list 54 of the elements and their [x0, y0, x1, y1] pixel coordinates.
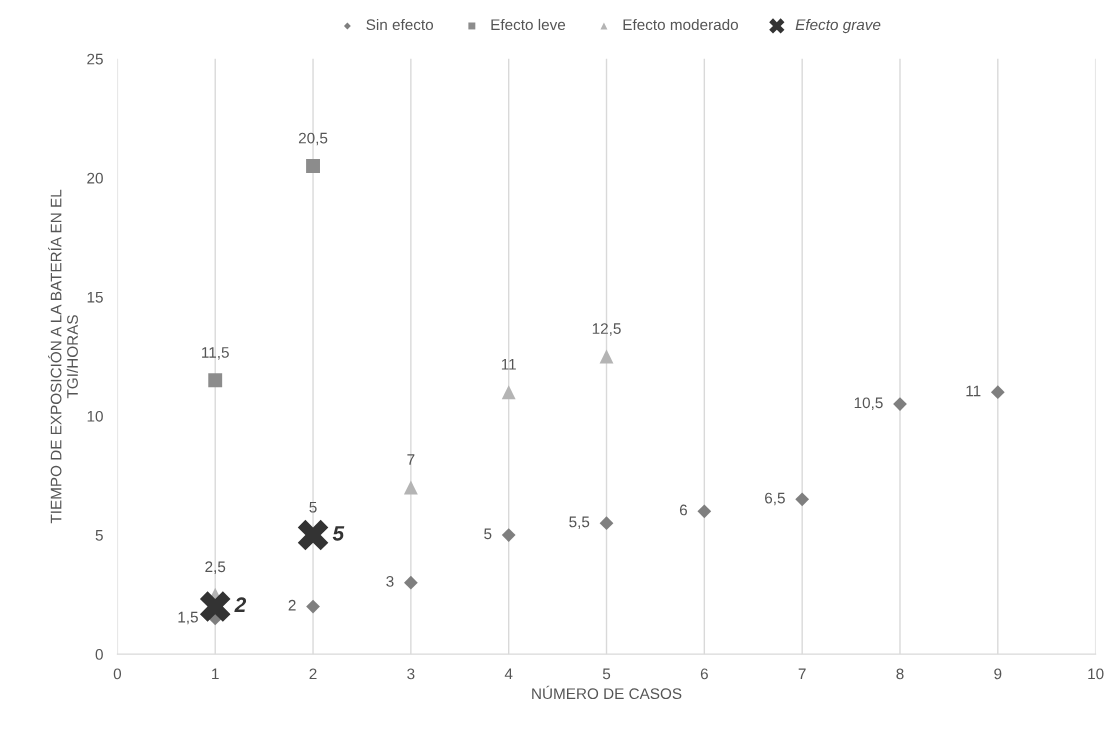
data-label: 5 [332, 526, 345, 541]
data-label: 10,5 [854, 397, 883, 411]
y-tick-label: 20 [87, 172, 103, 184]
x-tick-label: 0 [113, 668, 122, 680]
data-label: 6,5 [765, 492, 785, 506]
point [501, 528, 516, 542]
x-tick-label: 4 [504, 668, 513, 680]
data-label: 5 [484, 528, 492, 540]
point [697, 504, 712, 519]
y-tick-label: 25 [87, 53, 103, 65]
data-label: 3 [386, 575, 394, 587]
data-label: 11 [966, 385, 981, 397]
point [208, 373, 223, 388]
data-label: 6 [679, 504, 687, 516]
x-tick-label: 6 [700, 668, 708, 680]
data-label: 5,5 [569, 516, 590, 530]
x-tick-label: 10 [1088, 668, 1104, 680]
x-tick-label: 2 [309, 668, 317, 680]
y-tick-label: 10 [87, 410, 103, 422]
legend-label: Efecto grave [795, 18, 881, 34]
x-tick-label: 3 [407, 668, 415, 680]
point [795, 492, 810, 507]
x-tick-label: 7 [798, 668, 806, 680]
point [306, 599, 320, 614]
legend-label: Sin efecto [366, 18, 434, 31]
data-label: 2 [288, 599, 296, 611]
legend-label: Efecto moderado [623, 18, 738, 31]
y-tick-label: 0 [95, 649, 103, 660]
x-tick-label: 5 [602, 668, 611, 680]
y-axis-title: TIEMPO DE EXPOSICIÓN A LA BATERÍA EN EL TGI/HORAS [48, 189, 78, 524]
point [199, 591, 231, 622]
x-axis-title: NÚMERO DE CASOS [532, 685, 682, 700]
point [501, 385, 516, 400]
x-tick-label: 9 [994, 668, 1002, 680]
annotation: 5 [309, 501, 317, 513]
point [599, 516, 614, 531]
data-label: 11,5 [202, 347, 229, 360]
x-tick-label: 8 [896, 668, 904, 680]
data-label: 7 [407, 454, 415, 465]
x-tick-label: 1 [212, 668, 219, 680]
point [297, 519, 329, 551]
legend-label: Efecto leve [491, 18, 566, 31]
point [403, 480, 418, 495]
point [403, 575, 418, 590]
data-label: 2,5 [205, 561, 226, 574]
data-label: 20,5 [298, 132, 328, 146]
y-tick-label: 15 [87, 291, 103, 303]
y-tick-label: 5 [95, 530, 103, 541]
data-label: 2 [234, 597, 247, 612]
point [306, 159, 320, 173]
data-label: 12,5 [592, 323, 621, 336]
data-label: 1,5 [178, 611, 198, 625]
data-label: 11 [501, 359, 516, 370]
point [990, 385, 1005, 400]
